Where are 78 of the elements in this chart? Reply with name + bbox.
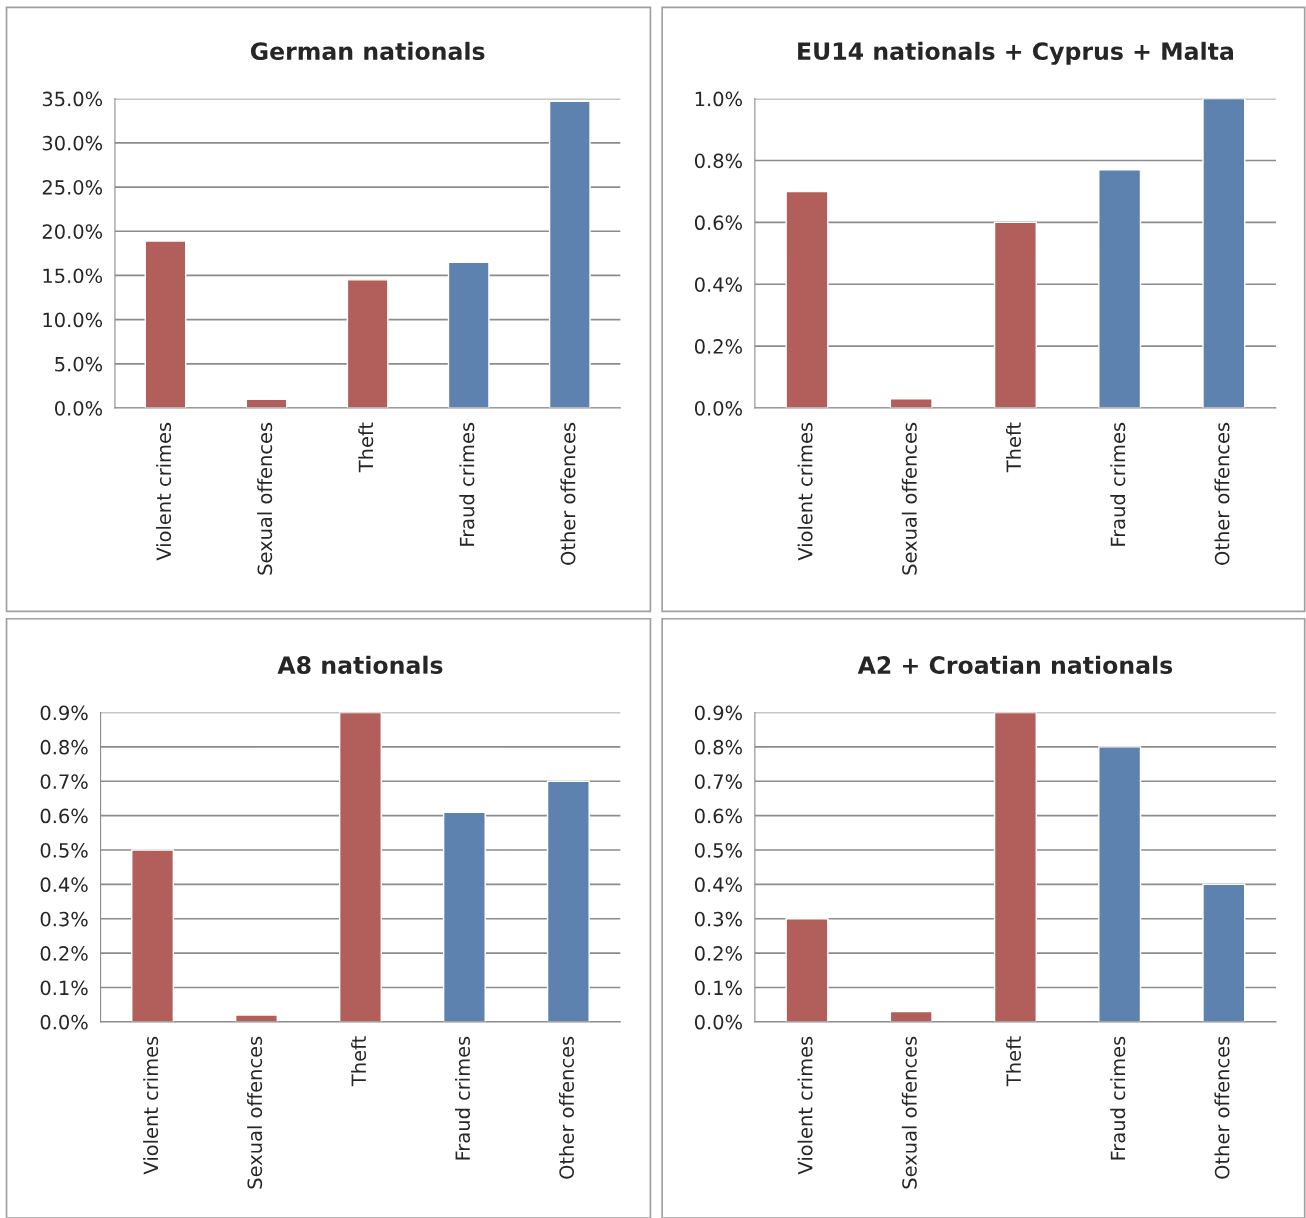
- chart-title: German nationals: [250, 41, 485, 61]
- y-tick-label: 0.9%: [694, 705, 742, 721]
- x-tick-label: Sexual offences: [247, 1036, 263, 1189]
- y-tick-label: 0.1%: [694, 980, 742, 996]
- bar: [235, 1014, 278, 1022]
- bar: [1202, 883, 1246, 1022]
- x-tick-label: Violent crimes: [797, 422, 813, 561]
- y-tick-label: 0.3%: [40, 911, 88, 927]
- y-tick-label: 0.7%: [694, 774, 742, 789]
- y-tick-label: 0.8%: [694, 153, 742, 169]
- bar: [1202, 98, 1246, 409]
- x-tick-label: Theft: [351, 1036, 367, 1087]
- y-tick-label: 1.0%: [695, 91, 742, 107]
- bar: [785, 190, 829, 409]
- x-tick-label: Theft: [1006, 1036, 1022, 1087]
- bar: [338, 712, 382, 1022]
- x-tick-label: Fraud crimes: [1110, 422, 1126, 546]
- chart-title: A2 + Croatian nationals: [857, 655, 1173, 674]
- bar: [993, 712, 1037, 1022]
- y-tick-label: 0.7%: [40, 774, 88, 789]
- bar: [346, 279, 389, 409]
- y-tick-label: 0.1%: [40, 980, 88, 996]
- y-tick-label: 0.4%: [40, 877, 88, 893]
- chart-title: A8 nationals: [277, 655, 443, 674]
- x-tick-label: Violent crimes: [143, 1036, 159, 1175]
- x-tick-label: Theft: [358, 422, 374, 473]
- x-tick-label: Fraud crimes: [455, 1036, 471, 1160]
- x-tick-label: Violent crimes: [156, 422, 172, 561]
- bar: [144, 240, 187, 409]
- chart-title: EU14 nationals + Cyprus + Malta: [798, 41, 1234, 65]
- bar: [442, 811, 486, 1022]
- y-tick-label: 0.2%: [694, 946, 742, 961]
- x-tick-label: Violent crimes: [797, 1036, 813, 1175]
- y-tick-label: 15.0%: [43, 268, 103, 284]
- y-tick-label: 0.0%: [694, 1014, 742, 1030]
- bar: [889, 1010, 933, 1022]
- y-tick-label: 0.2%: [694, 339, 742, 354]
- bar: [546, 780, 590, 1022]
- y-tick-label: 0.5%: [40, 842, 88, 858]
- y-tick-label: 35.0%: [42, 91, 103, 107]
- bar: [245, 398, 288, 409]
- y-tick-label: 0.2%: [40, 946, 88, 961]
- bar: [131, 849, 175, 1022]
- x-tick-label: Fraud crimes: [1110, 1036, 1126, 1160]
- y-tick-label: 0.6%: [40, 808, 88, 824]
- y-tick-label: 0.4%: [694, 277, 742, 292]
- x-tick-label: Other offences: [1214, 422, 1230, 565]
- x-tick-label: Sexual offences: [901, 422, 917, 575]
- y-tick-label: 0.5%: [694, 842, 742, 858]
- x-tick-label: Theft: [1006, 422, 1022, 473]
- y-tick-label: 0.8%: [40, 739, 88, 755]
- bar: [1098, 169, 1142, 409]
- bar: [993, 221, 1037, 409]
- x-tick-label: Sexual offences: [901, 1036, 917, 1189]
- y-tick-label: 0.3%: [694, 911, 742, 927]
- bar: [548, 100, 591, 409]
- y-tick-label: 0.8%: [694, 739, 742, 755]
- y-tick-label: 20.0%: [42, 224, 103, 239]
- y-tick-label: 0.0%: [694, 400, 742, 416]
- y-tick-label: 0.4%: [694, 877, 742, 893]
- x-tick-label: Other offences: [560, 422, 576, 565]
- y-tick-label: 0.0%: [55, 400, 103, 416]
- bar: [889, 398, 933, 409]
- x-tick-label: Other offences: [558, 1036, 575, 1179]
- y-tick-label: 0.6%: [694, 808, 742, 824]
- x-tick-label: Sexual offences: [257, 422, 273, 575]
- bar: [447, 261, 490, 409]
- y-tick-label: 25.0%: [42, 180, 103, 195]
- x-tick-label: Fraud crimes: [459, 422, 475, 546]
- y-tick-label: 0.0%: [40, 1014, 88, 1030]
- y-tick-label: 5.0%: [55, 356, 103, 372]
- bar: [785, 918, 829, 1022]
- x-tick-label: Other offences: [1214, 1036, 1230, 1179]
- y-tick-label: 10.0%: [43, 312, 103, 328]
- bar: [1098, 746, 1142, 1022]
- y-tick-label: 0.9%: [40, 705, 88, 721]
- y-tick-label: 0.6%: [694, 215, 742, 231]
- y-tick-label: 30.0%: [42, 135, 103, 151]
